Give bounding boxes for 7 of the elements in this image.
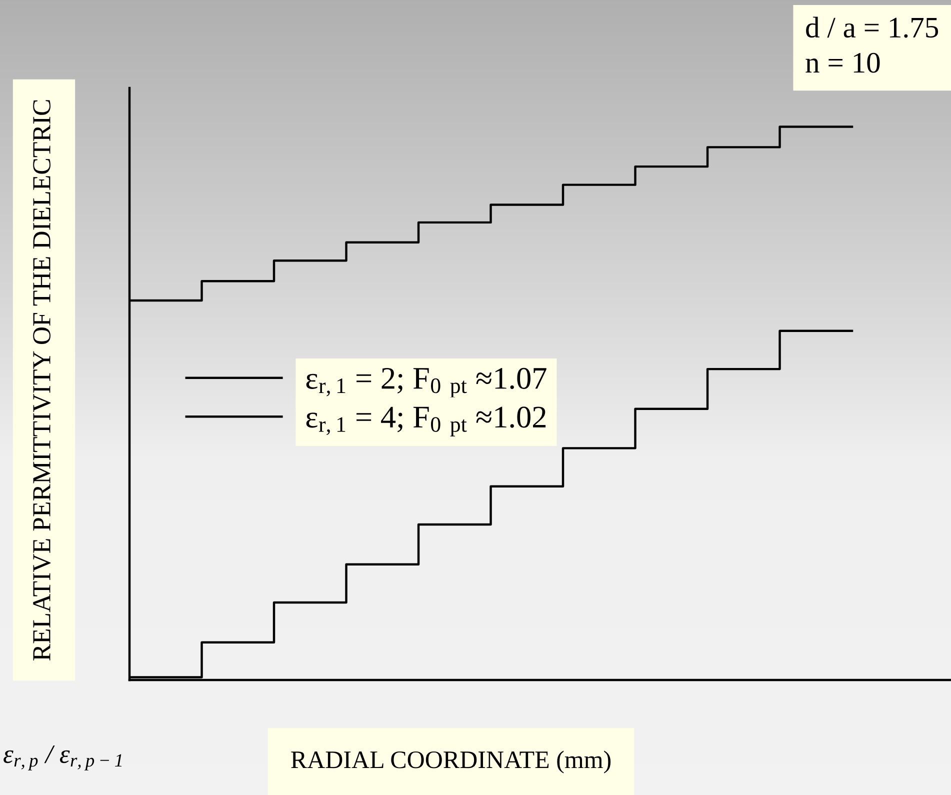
x-axis-title: RADIAL COORDINATE (mm) (291, 750, 611, 774)
text: n = 10 (806, 52, 880, 73)
y-axis-title: RELATIVE PERMITTIVITY OF THE DIELECTRIC (33, 100, 51, 661)
legend-label: ε$_{r,1}$ = 4; F$_{0 pt}$ ≈1.02 (306, 406, 546, 436)
legend-label: ε$_{r,1}$ = 2; F$_{0 pt}$ ≈1.07 (306, 368, 546, 398)
text: ε$_{r,p}$ / ε$_{r,p−1}$ (4, 745, 122, 770)
text: d / a = 1.75 (806, 16, 938, 38)
